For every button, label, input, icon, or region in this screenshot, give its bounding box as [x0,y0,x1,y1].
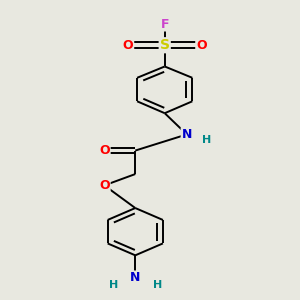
Text: H: H [153,280,162,290]
Text: N: N [182,128,192,141]
Text: O: O [123,39,133,52]
Text: H: H [202,134,212,145]
Text: F: F [160,17,169,31]
Text: S: S [160,38,170,52]
Text: N: N [130,272,140,284]
Text: H: H [109,280,118,290]
Text: O: O [99,144,110,157]
Text: O: O [99,179,110,192]
Text: O: O [196,39,207,52]
